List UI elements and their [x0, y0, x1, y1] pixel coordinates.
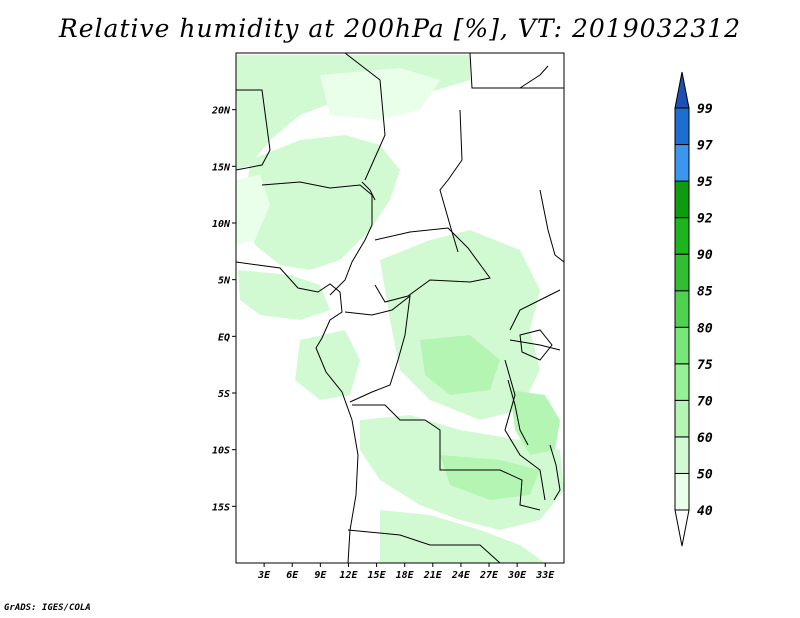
- border-libya-chad: [344, 53, 386, 181]
- border-egypt-sudan: [469, 53, 564, 89]
- colorbar-band: [674, 144, 690, 182]
- footer-credit: GrADS: IGES/COLA: [4, 603, 91, 613]
- lake-malawi: [549, 444, 561, 501]
- colorbar-band: [674, 290, 690, 328]
- moist-region-central-west: [295, 330, 360, 400]
- lat-tick-label: 5S: [218, 389, 230, 400]
- lon-tick-label: 27E: [479, 570, 499, 581]
- colorbar-band: [674, 472, 690, 511]
- coastline-borders: [236, 53, 564, 563]
- colorbar-label: 95: [697, 175, 713, 190]
- coast-north-east: [519, 65, 549, 89]
- west-coast-gulf: [236, 261, 359, 563]
- lat-tick-label: 15N: [212, 162, 231, 173]
- moist-patch-far-west: [236, 175, 270, 245]
- colorbar-label: 40: [697, 504, 713, 519]
- moist-band-south: [380, 510, 545, 563]
- colorbar-band: [674, 253, 690, 292]
- colorbar-band: [674, 217, 690, 255]
- lon-tick-label: 30E: [507, 570, 527, 581]
- border-angola-namibia: [347, 529, 501, 563]
- lake-victoria: [519, 329, 553, 361]
- border-east-lakes: [504, 289, 561, 501]
- lat-tick-label: 10N: [212, 219, 231, 230]
- colorbar-label: 75: [697, 358, 713, 373]
- colorbar-band: [674, 399, 690, 438]
- lon-tick-label: 3E: [257, 570, 271, 581]
- lon-tick-label: 33E: [535, 570, 555, 581]
- colorbar-lower-extension: [674, 509, 690, 547]
- lat-tick-label: EQ: [218, 332, 230, 343]
- page-title: Relative humidity at 200hPa [%], VT: 201…: [58, 14, 742, 43]
- colorbar-label: 70: [697, 394, 713, 409]
- lon-tick-label: 18E: [396, 570, 415, 581]
- lat-tick-label: 10S: [212, 446, 230, 457]
- border-car: [374, 227, 491, 303]
- moist-patch-north-light: [320, 68, 440, 120]
- border-congo-drc: [344, 294, 411, 403]
- lon-tick-label: 24E: [451, 570, 471, 581]
- border-chad-sudan: [439, 109, 463, 253]
- border-sahel-line: [261, 181, 373, 296]
- lon-tick-label: 6E: [286, 570, 299, 581]
- moist-region-congo: [380, 230, 540, 420]
- colorbar: 40 50 60 70 75 80 85 90 92 95 97 99: [674, 71, 713, 547]
- moist-band-angola-inner: [440, 455, 540, 500]
- colorbar-label: 97: [697, 139, 713, 154]
- nile-fragment: [361, 181, 376, 201]
- lon-tick-label: 9E: [314, 570, 327, 581]
- colorbar-band: [674, 107, 690, 146]
- colorbar-band: [674, 436, 690, 474]
- colorbar-label: 90: [697, 248, 713, 263]
- lon-tick-label: 21E: [423, 570, 443, 581]
- longitude-axis: 3E 6E 9E 12E 15E 18E 21E 24E 27E 30E 33E: [257, 563, 555, 581]
- border-ethiopia: [539, 189, 564, 263]
- colorbar-band: [674, 363, 690, 401]
- colorbar-label: 85: [697, 285, 713, 300]
- colorbar-label: 60: [697, 431, 713, 446]
- humidity-shading: [236, 55, 564, 563]
- colorbar-label: 99: [697, 102, 713, 117]
- lat-tick-label: 5N: [218, 276, 231, 287]
- border-drc-angola: [352, 404, 541, 511]
- latitude-axis: 20N 15N 10N 5N EQ 5S 10S 15S: [211, 106, 236, 513]
- colorbar-label: 50: [697, 467, 713, 482]
- lon-tick-label: 12E: [339, 570, 358, 581]
- lat-tick-label: 20N: [211, 106, 231, 117]
- moist-patch-west-africa: [238, 270, 330, 320]
- map-frame: [235, 52, 565, 564]
- lon-tick-label: 15E: [368, 570, 387, 581]
- colorbar-upper-extension: [674, 71, 690, 109]
- colorbar-label: 92: [697, 212, 713, 227]
- west-coast-north: [236, 89, 271, 171]
- colorbar-band: [674, 326, 690, 365]
- colorbar-band: [674, 180, 690, 219]
- colorbar-label: 80: [697, 321, 713, 336]
- lat-tick-label: 15S: [212, 502, 230, 513]
- moist-region-congo-inner: [420, 335, 500, 395]
- lake-tanganyika: [507, 379, 529, 446]
- moist-band-sahel: [245, 135, 400, 270]
- moist-patch-east-lakes: [510, 390, 560, 455]
